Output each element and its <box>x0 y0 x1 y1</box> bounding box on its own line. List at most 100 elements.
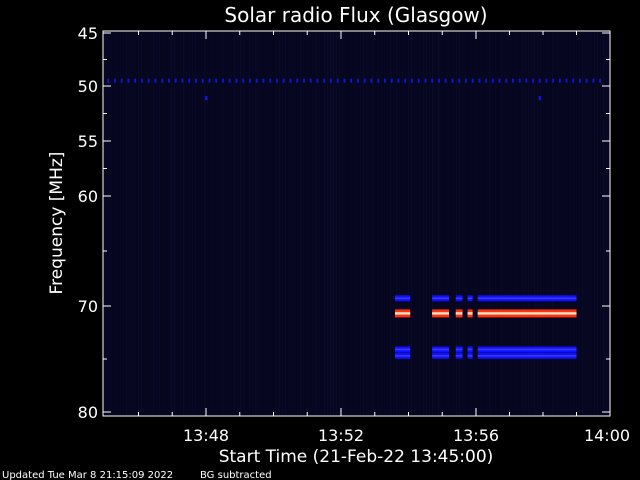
chart-title: Solar radio Flux (Glasgow) <box>224 3 487 27</box>
noise-streak <box>270 32 272 415</box>
dashed-line-segment <box>458 78 461 83</box>
noise-streak <box>531 32 533 415</box>
noise-streak <box>522 32 524 415</box>
dashed-line-segment <box>552 78 555 83</box>
noise-streak <box>258 32 260 415</box>
dashed-line-segment <box>303 78 305 83</box>
dashed-line-segment <box>572 78 575 83</box>
dashed-line-segment <box>599 78 601 83</box>
y-tick-label: 80 <box>78 403 98 422</box>
noise-streak <box>534 32 536 415</box>
noise-streak <box>447 32 449 415</box>
dashed-line-segment <box>141 78 143 83</box>
noise-streak <box>234 32 236 415</box>
noise-streak <box>288 32 290 415</box>
noise-streak <box>384 32 386 415</box>
y-axis-label: Frequency [MHz] <box>47 152 67 295</box>
dashed-line-segment <box>397 78 400 83</box>
noise-streak <box>279 32 281 415</box>
noise-streak <box>408 32 410 415</box>
noise-streak <box>306 32 308 415</box>
x-tick-label: 13:48 <box>183 426 229 445</box>
dashed-line-segment <box>444 78 447 83</box>
noise-streak <box>549 32 551 415</box>
noise-streak <box>573 32 575 415</box>
noise-streak <box>600 32 602 415</box>
weak-band-core <box>477 355 577 357</box>
weak-band-core <box>395 355 411 357</box>
noise-streak <box>480 32 482 415</box>
dashed-line-segment <box>154 78 157 83</box>
noise-streak <box>393 32 395 415</box>
noise-streak <box>411 32 413 415</box>
dashed-line-segment <box>161 78 164 83</box>
noise-streak <box>519 32 521 415</box>
dashed-line-segment <box>195 78 197 83</box>
weak-band-core <box>395 297 411 300</box>
noise-streak <box>525 32 527 415</box>
noise-streak <box>414 32 416 415</box>
y-tick-label: 55 <box>78 132 98 151</box>
noise-streak <box>222 32 224 415</box>
noise-streak <box>156 32 158 415</box>
noise-streak <box>372 32 374 415</box>
dashed-line-segment <box>120 78 123 83</box>
noise-streak <box>285 32 287 415</box>
dashed-line-segment <box>114 78 116 83</box>
noise-streak <box>189 32 191 415</box>
dashed-line-segment <box>168 78 170 83</box>
noise-streak <box>318 32 320 415</box>
noise-streak <box>255 32 257 415</box>
noise-streak <box>558 32 560 415</box>
dashed-line-segment <box>107 78 110 83</box>
noise-streak <box>504 32 506 415</box>
noise-streak <box>579 32 581 415</box>
weak-band-core <box>477 297 577 300</box>
noise-streak <box>321 32 323 415</box>
noise-streak <box>150 32 152 415</box>
dashed-line-segment <box>255 78 258 83</box>
dashed-line-segment <box>498 78 501 83</box>
noise-streak <box>552 32 554 415</box>
dashed-line-segment <box>538 78 541 83</box>
noise-streak <box>561 32 563 415</box>
dashed-line-segment <box>201 78 204 83</box>
noise-streak <box>114 32 116 415</box>
noise-streak <box>354 32 356 415</box>
dashed-line-segment <box>249 78 251 83</box>
noise-streak <box>126 32 128 415</box>
dashed-line-segment <box>592 78 595 83</box>
dashed-line-segment <box>336 78 339 83</box>
strong-band-core <box>395 312 411 315</box>
noise-streak <box>444 32 446 415</box>
weak-band-core <box>432 297 449 300</box>
dashed-line-segment <box>411 78 413 83</box>
noise-streak <box>420 32 422 415</box>
noise-streak <box>465 32 467 415</box>
noise-streak <box>513 32 515 415</box>
noise-streak <box>135 32 137 415</box>
noise-streak <box>396 32 398 415</box>
dashed-line-segment <box>478 78 481 83</box>
noise-streak <box>477 32 479 415</box>
dashed-line-segment <box>208 78 211 83</box>
strong-band-core <box>432 312 449 315</box>
dashed-line-segment <box>485 78 488 83</box>
noise-streak <box>498 32 500 415</box>
dashed-line-segment <box>417 78 420 83</box>
noise-streak <box>204 32 206 415</box>
noise-streak <box>570 32 572 415</box>
noise-streak <box>462 32 464 415</box>
dashed-line-segment <box>545 78 548 83</box>
noise-streak <box>459 32 461 415</box>
noise-dot <box>205 96 208 101</box>
noise-streak <box>216 32 218 415</box>
y-tick-label: 70 <box>78 297 98 316</box>
noise-streak <box>468 32 470 415</box>
noise-streak <box>252 32 254 415</box>
dashed-line-segment <box>323 78 326 83</box>
noise-streak <box>456 32 458 415</box>
noise-streak <box>153 32 155 415</box>
noise-streak <box>108 32 110 415</box>
